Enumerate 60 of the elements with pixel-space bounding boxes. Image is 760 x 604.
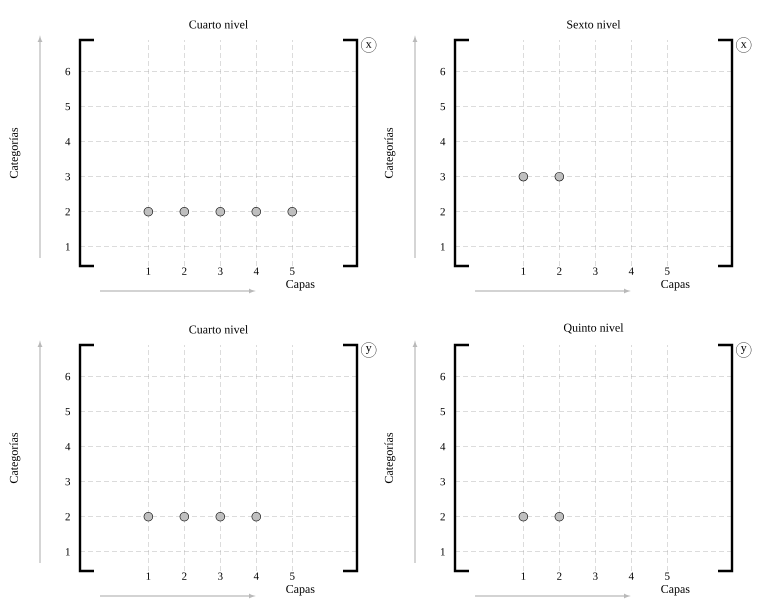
text: x (740, 42, 747, 48)
y-tick-label: 4 (440, 443, 446, 450)
x-tick-label: 3 (218, 572, 223, 580)
y-tick-label: 1 (66, 243, 70, 250)
x-tick-label: 4 (628, 572, 634, 580)
y-tick-label: 2 (65, 208, 70, 216)
y-tick-label: 2 (440, 208, 445, 216)
x-tick-label: 2 (557, 572, 562, 580)
y-tick-label: 4 (440, 138, 446, 146)
x-tick-label: 3 (593, 572, 598, 580)
x-tick-label: 4 (254, 572, 259, 580)
x-tick-label: 2 (182, 572, 186, 580)
y-tick-label: 5 (440, 102, 446, 110)
y-tick-label: 5 (66, 102, 70, 110)
y-tick-label: 3 (440, 478, 446, 486)
y-tick-label: 4 (65, 138, 70, 146)
text: x (366, 42, 372, 48)
x-tick-label: 2 (182, 268, 186, 275)
x-tick-label: 5 (665, 572, 670, 580)
y-axis-title: Categorías (9, 128, 20, 178)
y-axis-title: Categorías (384, 432, 396, 484)
x-axis-title: Capas (286, 584, 315, 596)
y-tick-label: 5 (440, 408, 446, 416)
y-tick-label: 2 (440, 513, 445, 520)
x-tick-label: 4 (628, 268, 634, 275)
x-axis-title: Capas (661, 584, 690, 596)
y-tick-label: 5 (66, 408, 70, 416)
x-tick-label: 2 (557, 268, 562, 275)
x-tick-label: 5 (665, 268, 670, 275)
x-tick-label: 4 (254, 268, 259, 275)
y-tick-label: 3 (66, 478, 70, 486)
y-tick-label: 1 (440, 243, 445, 250)
text: y (366, 346, 372, 354)
x-tick-label: 1 (522, 572, 526, 580)
y-tick-label: 2 (65, 513, 70, 520)
x-tick-label: 1 (522, 268, 526, 275)
x-tick-label: 1 (146, 268, 150, 275)
y-tick-label: 6 (440, 68, 446, 76)
chart-title: Cuarto nivel (189, 325, 248, 334)
x-axis-title: Capas (661, 280, 690, 290)
chart-title: Quinto nivel (564, 323, 624, 334)
x-tick-label: 5 (290, 268, 295, 275)
x-tick-label: 3 (593, 268, 598, 275)
x-tick-label: 3 (218, 268, 223, 275)
y-axis-title: Categorías (9, 432, 20, 484)
chart-title: Sexto nivel (567, 20, 620, 28)
y-tick-label: 1 (440, 548, 445, 556)
y-axis-title: Categorías (384, 128, 396, 178)
chart-title: Cuarto nivel (189, 20, 248, 28)
y-tick-label: 3 (440, 172, 446, 180)
x-tick-label: 1 (146, 572, 150, 580)
text: y (740, 346, 747, 354)
x-tick-label: 5 (290, 572, 295, 580)
y-tick-label: 4 (65, 443, 70, 450)
y-tick-label: 6 (65, 68, 70, 76)
x-axis-title: Capas (286, 280, 315, 290)
y-tick-label: 1 (66, 548, 70, 556)
y-tick-label: 3 (66, 172, 70, 180)
y-tick-label: 6 (65, 372, 70, 380)
y-tick-label: 6 (440, 372, 446, 380)
